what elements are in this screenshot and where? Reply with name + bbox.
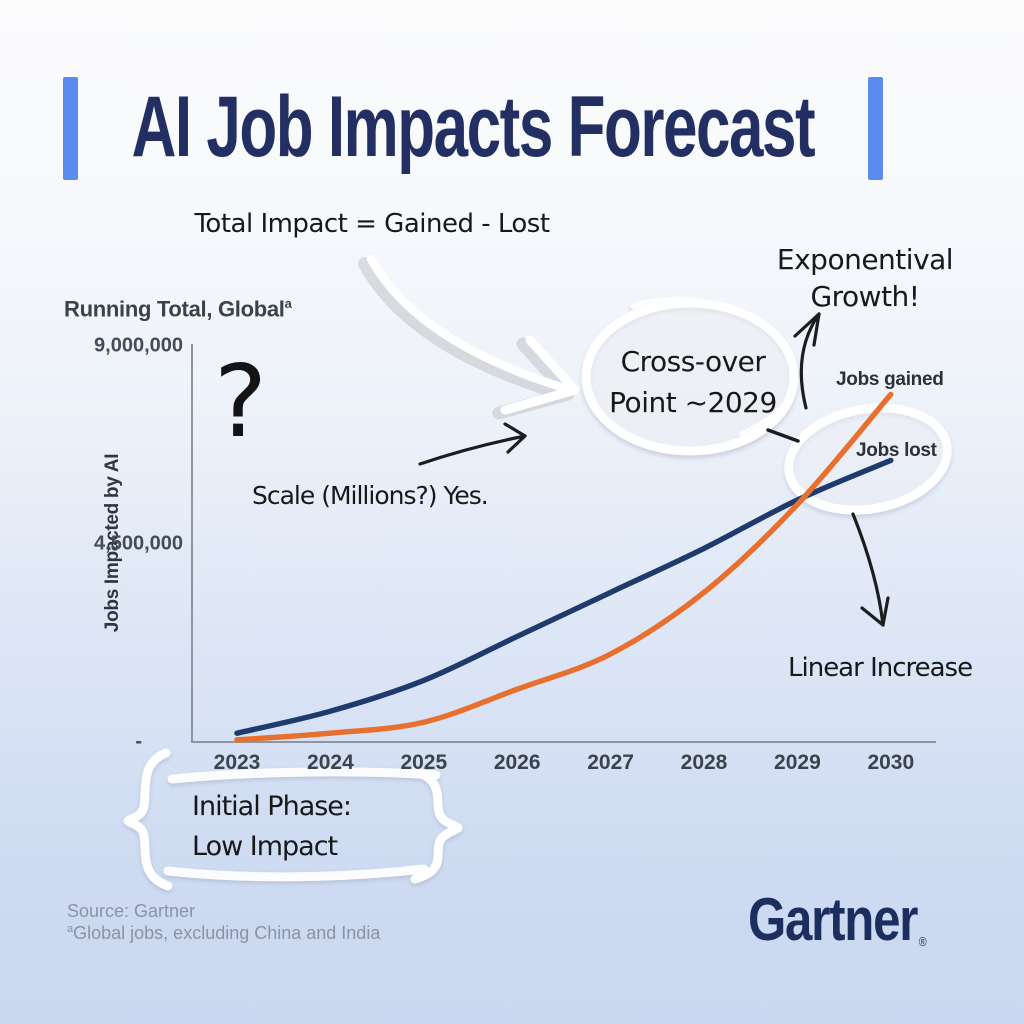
source-text: Source: Gartner [67,901,196,921]
annotation-exponential-line2: Growth! [810,280,920,313]
jobs-gained-label: Jobs gained [836,369,944,390]
linear-arrow [851,512,890,627]
chart-title-superscript: a [284,296,292,311]
annotation-arrows [418,312,890,627]
crossover-pointer-dash [766,428,800,443]
chart-axes [191,344,936,743]
y-tick-label: 4,500,000 [94,532,183,555]
initial-phase-banner [123,748,463,891]
x-tick-label: 2026 [493,751,541,774]
x-tick-label: 2028 [680,751,728,774]
left-brace [123,748,173,891]
y-tick-label: - [135,730,142,753]
title-accent-bar-right [868,77,883,180]
big-curved-arrow [358,254,580,420]
banner-bottom-line [163,864,429,882]
exponential-arrow [793,312,821,410]
jobs-lost-label: Jobs lost [856,440,937,461]
jobs-lost-line [234,457,894,736]
title-accent-bar-left [63,77,78,180]
scale-arrow [418,422,527,466]
footnote-superscript: a [67,923,74,935]
annotation-linear-increase: Linear Increase [788,653,973,683]
annotation-initial-phase-line1: Initial Phase: [192,791,352,822]
x-tick-label: 2025 [400,751,448,774]
crossover-circle [581,296,799,456]
footnote-text: aGlobal jobs, excluding China and India [67,923,380,944]
annotation-scale-note: Scale (Millions?) Yes. [252,481,489,510]
page-title: AI Job Impacts Forecast [131,79,816,175]
x-tick-label: 2029 [774,751,821,774]
x-axis-tick-labels: 2023 2024 2025 2026 2027 2028 2029 2030 [0,751,1024,781]
gartner-logo-text: Gartner [748,886,918,953]
jobs-gained-line [234,391,894,743]
chart-title-text: Running Total, Global [64,296,285,322]
x-tick-label: 2023 [213,751,261,774]
gartner-logo: Gartner ® [748,890,927,950]
chart-title: Running Total, Globala [64,296,292,322]
annotation-crossover: Cross-over Point ~2029 [603,341,783,423]
annotation-initial-phase-line2: Low Impact [192,831,338,862]
x-tick-label: 2027 [587,751,634,774]
x-tick-label: 2024 [307,751,354,774]
y-tick-label: 9,000,000 [94,334,183,357]
footnote-body: Global jobs, excluding China and India [73,923,381,943]
x-tick-label: 2030 [867,751,915,774]
annotation-exponential-growth: Exponentival Growth! [765,241,965,315]
annotation-exponential-line1: Exponentival [776,243,954,276]
annotation-crossover-line2: Point ~2029 [609,386,777,419]
annotation-question-mark: ? [214,343,268,460]
annotation-initial-phase: Initial Phase: Low Impact [192,787,352,867]
annotation-crossover-line1: Cross-over [620,345,766,378]
registered-mark: ® [918,934,927,949]
right-brace [409,766,463,884]
annotation-formula: Total Impact = Gained - Lost [194,209,550,239]
banner-top-line [167,767,441,784]
